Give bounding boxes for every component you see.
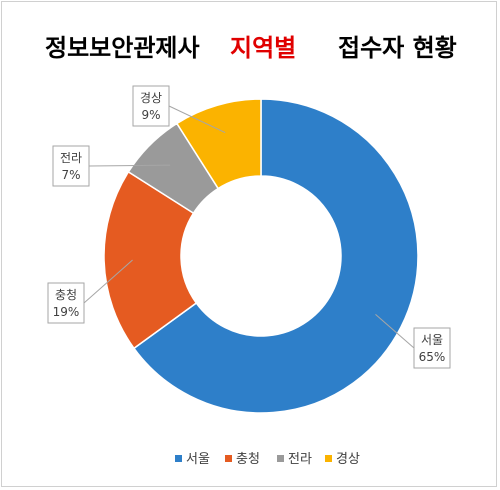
- data-label-category: 서울: [421, 333, 443, 347]
- data-label-category: 전라: [60, 151, 82, 165]
- legend-label-충청: 충청: [236, 452, 260, 467]
- legend-swatch-경상: [325, 455, 332, 462]
- slice-경상: [175, 98, 262, 190]
- legend-label-경상: 경상: [336, 452, 360, 467]
- legend-swatch-전라: [277, 455, 284, 462]
- legend-swatch-충청: [225, 455, 232, 462]
- data-label-value: 7%: [61, 168, 80, 182]
- legend-label-서울: 서울: [186, 452, 210, 467]
- legend-swatch-서울: [175, 455, 182, 462]
- data-label-value: 9%: [141, 108, 160, 122]
- data-label-value: 65%: [419, 350, 446, 364]
- data-label-category: 충청: [55, 288, 77, 302]
- label-box-서울: [413, 327, 451, 369]
- title-part1: 정보보안관제사: [45, 34, 200, 62]
- title-part2: 지역별: [230, 34, 297, 62]
- leader-line-전라: [88, 164, 171, 167]
- label-box-충청: [47, 282, 85, 324]
- data-label-value: 19%: [53, 305, 80, 319]
- leader-line-충청: [83, 259, 133, 304]
- slice-서울: [132, 98, 419, 414]
- label-box-경상: [132, 85, 170, 127]
- legend-label-전라: 전라: [288, 452, 312, 467]
- slice-충청: [103, 170, 198, 350]
- data-label-category: 경상: [140, 91, 162, 105]
- chart-title: 정보보안관제사 지역별 접수자 현황: [0, 28, 500, 68]
- title-part3: 접수자 현황: [338, 34, 457, 62]
- leader-line-경상: [168, 105, 226, 134]
- leader-line-서울: [375, 313, 415, 349]
- label-box-전라: [52, 145, 90, 187]
